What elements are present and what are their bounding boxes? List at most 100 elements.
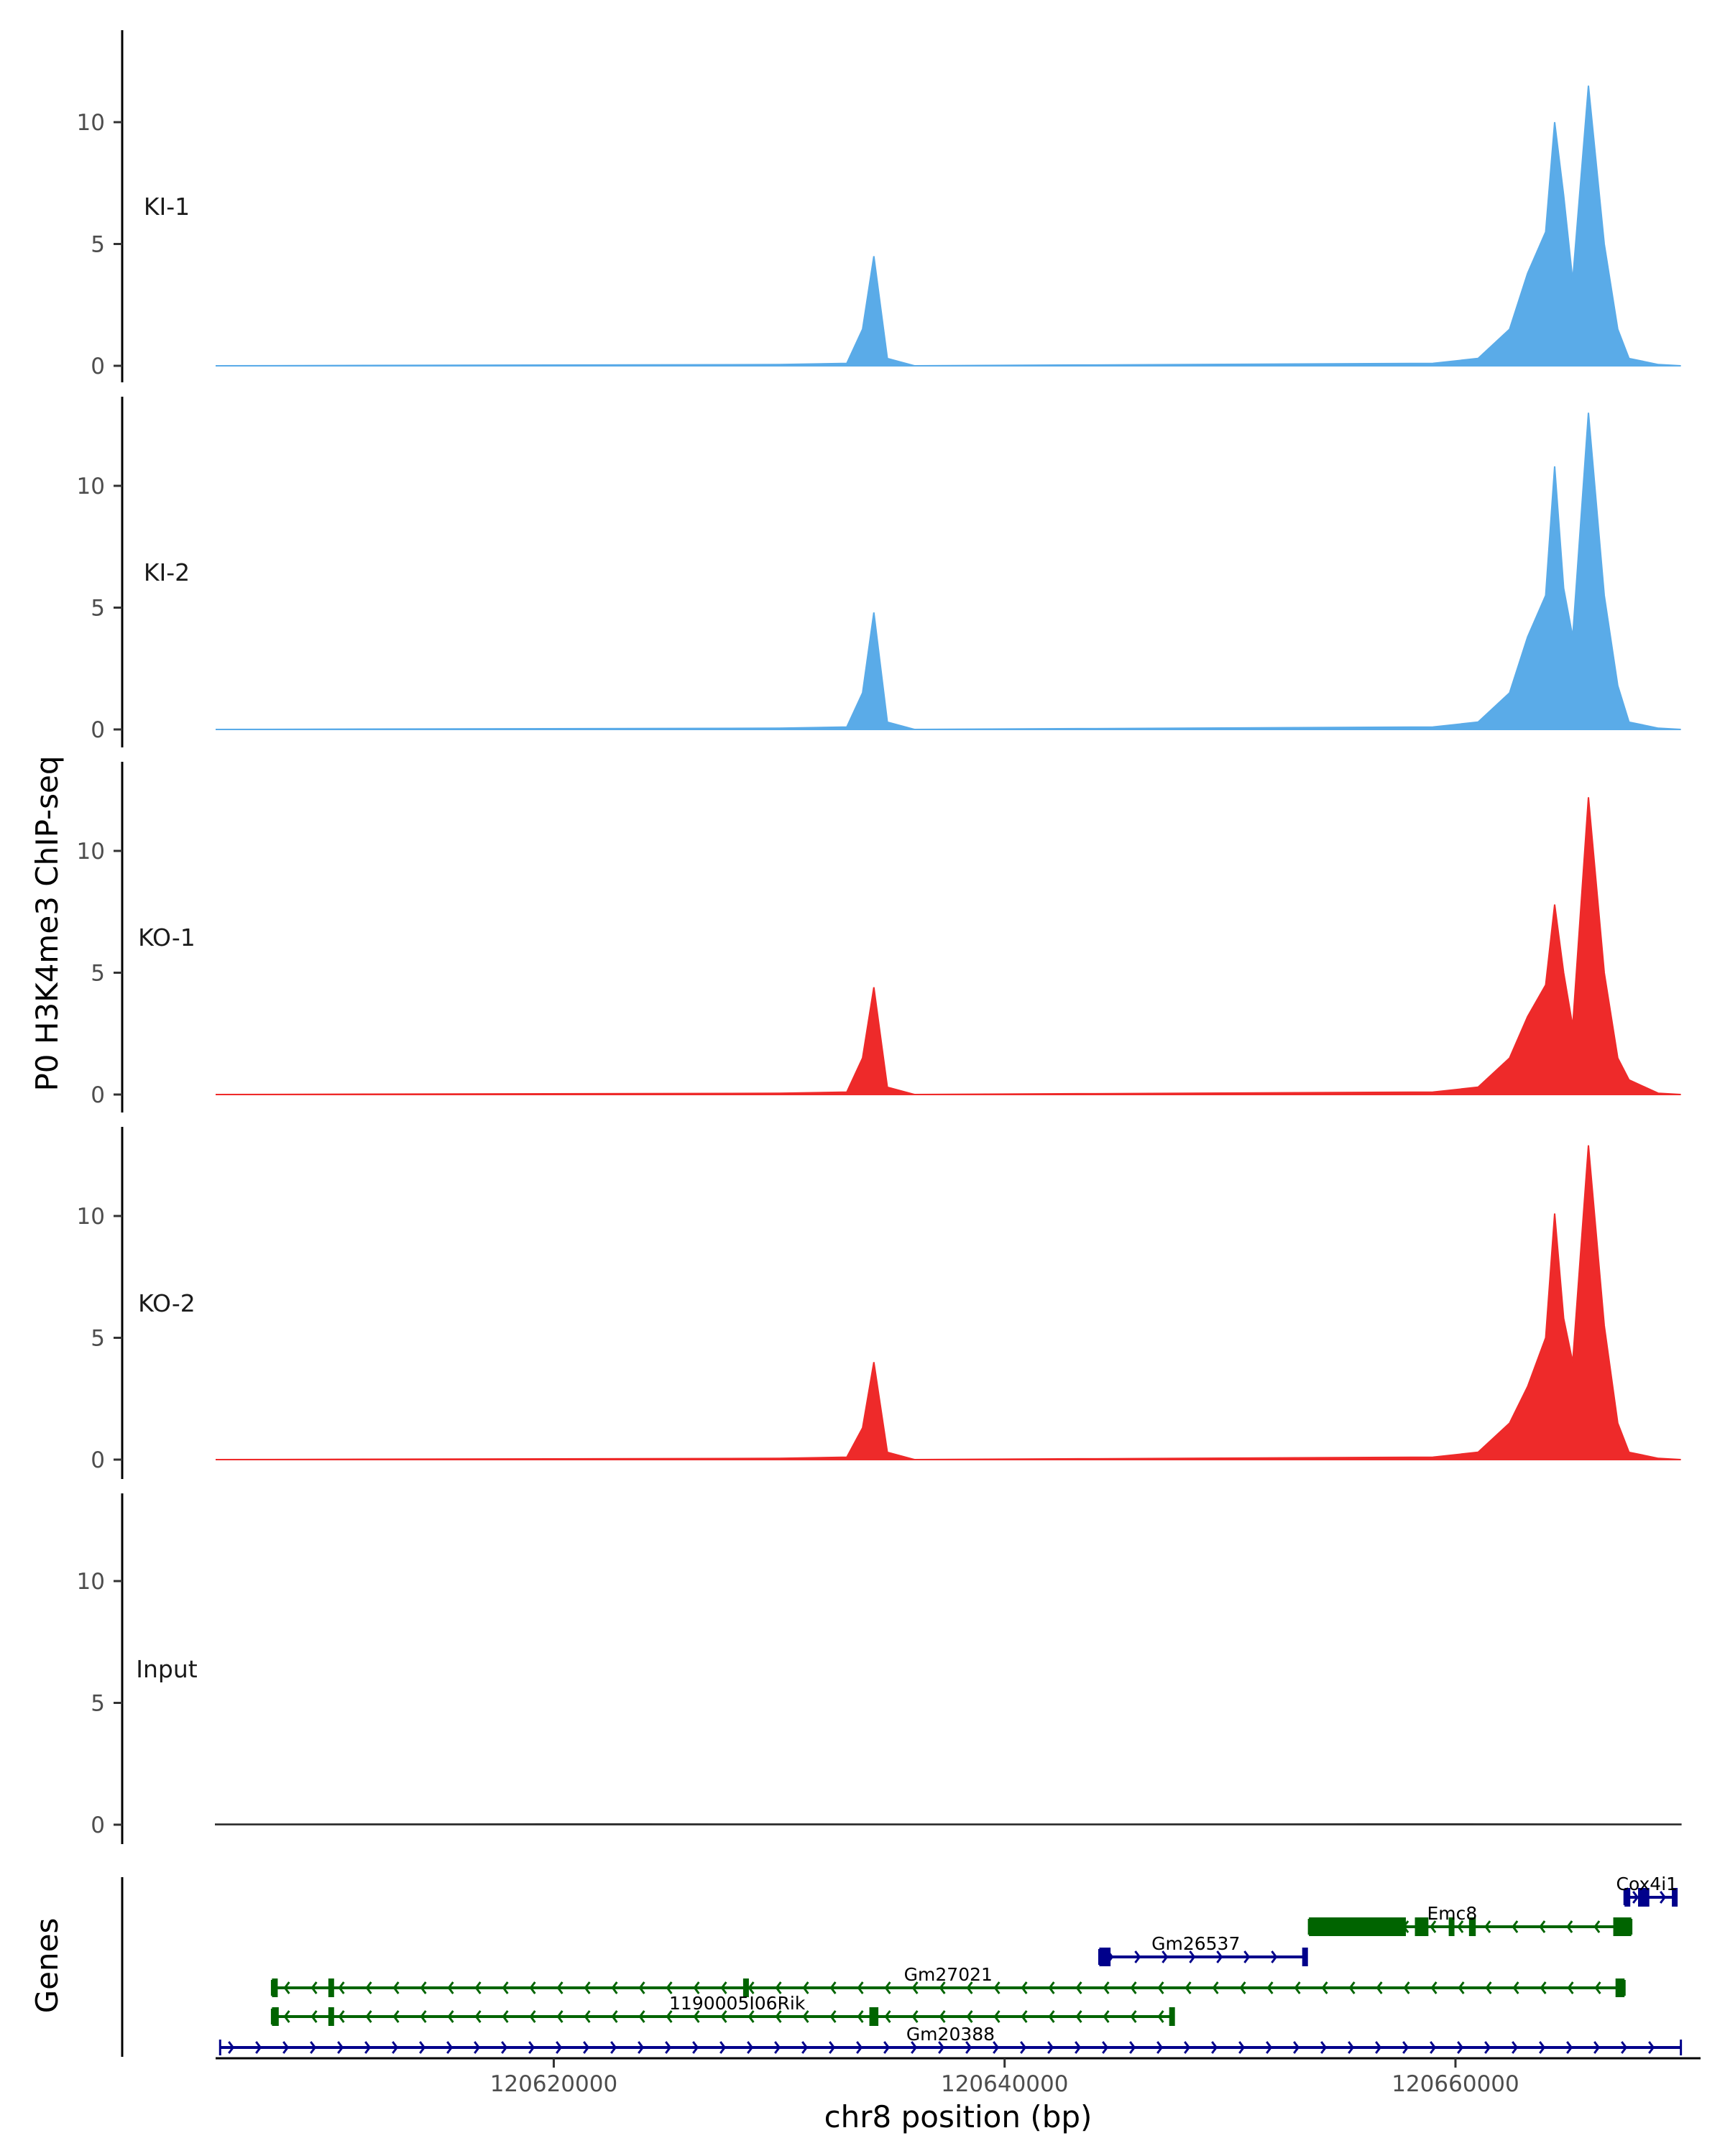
exon-block (1099, 1948, 1111, 1966)
strand-arrow (584, 2010, 591, 2023)
strand-arrow (365, 2010, 372, 2023)
strand-arrow (392, 2010, 400, 2023)
strand-arrow (666, 1981, 673, 1994)
strand-arrow (1593, 1920, 1601, 1933)
strand-arrow (310, 2041, 317, 2054)
y-tick-label: 5 (91, 1691, 105, 1717)
strand-arrow (611, 1981, 618, 1994)
y-tick-label: 0 (91, 1812, 105, 1838)
strand-arrow (1216, 1950, 1223, 1963)
strand-arrow (719, 2041, 727, 2054)
strand-arrow (1430, 1920, 1437, 1933)
strand-arrow (1293, 2041, 1300, 2054)
strand-arrow (611, 2010, 618, 2023)
track-panel-ko-1: 0 5 10 KO-1 (77, 762, 1681, 1112)
strand-arrow (474, 2010, 482, 2023)
y-tick-label: 0 (91, 354, 105, 379)
strand-arrow (1539, 1920, 1546, 1933)
strand-arrow (255, 2041, 262, 2054)
x-tick-label: 120640000 (941, 2071, 1069, 2097)
exon-block (272, 1978, 278, 1997)
track-panel-ki-1: 0 5 10 KI-1 (77, 30, 1681, 382)
strand-arrow (1660, 1891, 1667, 1904)
y-tick-label: 10 (77, 1204, 105, 1230)
signal-tracks: 0 5 10 KI-1 0 5 10 KI-2 0 5 10 KO-1 0 5 10 KO-2 0 5 10 Inpu… (77, 30, 1682, 1844)
strand-arrow (638, 2010, 645, 2023)
strand-arrow (1540, 1981, 1547, 1994)
strand-arrow (829, 2041, 836, 2054)
strand-arrow (1211, 2041, 1218, 2054)
strand-arrow (720, 1981, 727, 1994)
strand-arrow (1567, 1981, 1574, 1994)
track-label-input: Input (136, 1655, 198, 1683)
strand-arrow (993, 2041, 1000, 2054)
y-tick-label: 5 (91, 961, 105, 987)
gene-label: Gm27021 (904, 1964, 993, 1985)
strand-arrow (392, 1981, 400, 1994)
gene-model-cox4i1: Cox4i1 (1616, 1874, 1678, 1907)
strand-arrow (993, 1981, 1000, 1994)
exon-block (869, 2007, 879, 2026)
strand-arrow (1189, 1950, 1196, 1963)
y-tick-label: 5 (91, 596, 105, 622)
exon-block (1613, 1917, 1632, 1936)
strand-arrow (1129, 2041, 1136, 2054)
strand-arrow (1430, 2041, 1437, 2054)
strand-arrow (1484, 1920, 1491, 1933)
strand-arrow (1648, 2041, 1655, 2054)
strand-arrow (939, 2010, 946, 2023)
strand-arrow (1266, 2041, 1273, 2054)
strand-arrow (1593, 2041, 1601, 2054)
track-panel-input: 0 5 10 Input (77, 1493, 1682, 1844)
strand-arrow (1512, 1920, 1519, 1933)
strand-arrow (1458, 1981, 1465, 1994)
strand-arrow (884, 2010, 891, 2023)
strand-arrow (1162, 1950, 1169, 1963)
strand-arrow (1621, 2041, 1628, 2054)
strand-arrow (1184, 1981, 1192, 1994)
track-panel-ki-2: 0 5 10 KI-2 (77, 397, 1681, 747)
strand-arrow (938, 2041, 945, 2054)
track-panel-ko-2: 0 5 10 KO-2 (77, 1127, 1681, 1479)
strand-arrow (1512, 1981, 1519, 1994)
strand-arrow (1294, 1981, 1301, 1994)
strand-arrow (748, 1981, 755, 1994)
exon-block (328, 2007, 334, 2026)
gene-model-emc8: Emc8 (1307, 1903, 1633, 1936)
gene-label: Emc8 (1427, 1903, 1477, 1924)
y-tick-label: 0 (91, 1082, 105, 1108)
exon-block (1302, 1948, 1308, 1966)
strand-arrow (965, 2041, 972, 2054)
strand-arrow (556, 1981, 564, 1994)
strand-arrow (1048, 1981, 1055, 1994)
strand-arrow (1566, 1920, 1573, 1933)
strand-arrow (364, 2041, 372, 2054)
strand-arrow (775, 2010, 782, 2023)
x-axis: 120620000 120640000 120660000 (216, 2057, 1701, 2097)
strand-arrow (1075, 2041, 1082, 2054)
strand-arrow (1485, 1981, 1492, 1994)
gene-model-gm26537: Gm26537 (1098, 1933, 1308, 1966)
strand-arrow (1021, 2010, 1028, 2023)
strand-arrow (1271, 1950, 1278, 1963)
exon-block (328, 1978, 334, 1997)
strand-arrow (747, 2041, 754, 2054)
y-tick-label: 5 (91, 1326, 105, 1352)
strand-arrow (1403, 1981, 1410, 1994)
strand-arrow (283, 2010, 290, 2023)
strand-arrow (529, 2010, 536, 2023)
strand-arrow (420, 2010, 427, 2023)
strand-arrow (939, 1981, 946, 1994)
track-label-ko-2: KO-2 (138, 1289, 196, 1317)
strand-arrow (693, 2010, 700, 2023)
exon-block (1169, 2007, 1175, 2026)
strand-arrow (584, 1981, 591, 1994)
track-label-ko-1: KO-1 (138, 923, 196, 952)
gene-label: 1190005I06Rik (669, 1993, 806, 2014)
strand-arrow (911, 1981, 919, 1994)
genes-panel-title: Genes (29, 1918, 65, 2014)
strand-arrow (856, 2041, 863, 2054)
strand-arrow (474, 2041, 481, 2054)
y-tick-label: 10 (77, 839, 105, 865)
strand-arrow (1375, 2041, 1382, 2054)
